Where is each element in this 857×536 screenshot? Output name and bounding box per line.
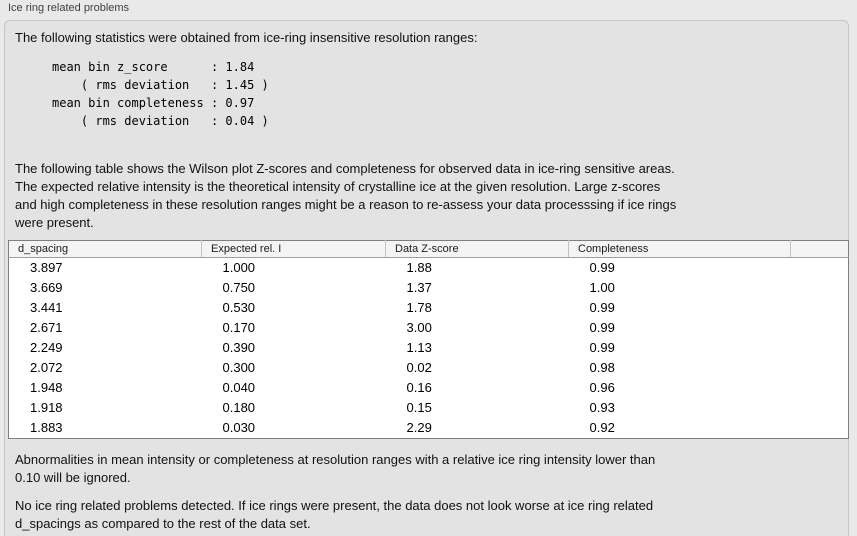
table-cell <box>791 358 849 378</box>
table-cell: 3.441 <box>30 300 63 315</box>
groupbox-title: Ice ring related problems <box>8 2 130 14</box>
table-cell: 0.16 <box>406 380 432 395</box>
conclusion-text: No ice ring related problems detected. I… <box>15 498 654 531</box>
table-cell <box>791 298 849 318</box>
table-cell <box>791 338 849 358</box>
ice-ring-table[interactable]: d_spacing Expected rel. I Data Z-score Comp… <box>8 240 849 439</box>
table-row[interactable]: 1.883 0.030 2.29 0.92 <box>9 418 849 439</box>
table-cell: 0.99 <box>589 300 615 315</box>
column-header[interactable]: Expected rel. I <box>201 240 386 258</box>
table-row[interactable]: 2.249 0.390 1.13 0.99 <box>9 338 849 358</box>
table-cell: 1.948 <box>30 380 63 395</box>
column-header[interactable]: Data Z-score <box>385 240 569 258</box>
table-cell: 3.669 <box>30 280 63 295</box>
table-cell: 1.78 <box>406 300 432 315</box>
table-row[interactable]: 2.072 0.300 0.02 0.98 <box>9 358 849 378</box>
table-row[interactable]: 3.441 0.530 1.78 0.99 <box>9 298 849 318</box>
table-cell: 1.918 <box>30 400 63 415</box>
table-cell: 1.883 <box>30 420 63 435</box>
column-header[interactable] <box>790 240 849 258</box>
column-header[interactable]: d_spacing <box>8 240 202 258</box>
table-row[interactable]: 1.918 0.180 0.15 0.93 <box>9 398 849 418</box>
table-cell: 2.072 <box>30 360 63 375</box>
table-cell: 3.897 <box>30 260 63 275</box>
table-row[interactable]: 1.948 0.040 0.16 0.96 <box>9 378 849 398</box>
table-cell <box>791 278 849 298</box>
stats-summary: mean bin z_score : 1.84 ( rms deviation … <box>52 60 269 128</box>
table-cell: 0.02 <box>406 360 432 375</box>
table-cell: 0.040 <box>222 380 256 395</box>
table-cell <box>791 318 849 338</box>
table-cell: 0.98 <box>589 360 615 375</box>
table-cell: 2.29 <box>406 420 432 435</box>
table-cell: 0.530 <box>222 300 256 315</box>
table-cell <box>791 378 849 398</box>
table-row[interactable]: 3.897 1.000 1.88 0.99 <box>9 258 849 279</box>
table-cell: 1.00 <box>589 280 615 295</box>
intro-text: The following statistics were obtained f… <box>15 30 478 45</box>
table-cell: 0.170 <box>222 320 256 335</box>
table-row[interactable]: 2.671 0.170 3.00 0.99 <box>9 318 849 338</box>
table-cell <box>791 398 849 418</box>
table-cell: 1.13 <box>406 340 432 355</box>
table-cell: 0.030 <box>222 420 256 435</box>
table-cell: 0.750 <box>222 280 256 295</box>
table-header: d_spacing Expected rel. I Data Z-score Comp… <box>8 240 849 258</box>
table-cell: 1.88 <box>406 260 432 275</box>
table-cell: 0.300 <box>222 360 256 375</box>
table-cell: 0.15 <box>406 400 432 415</box>
table-cell: 2.249 <box>30 340 63 355</box>
table-cell: 0.93 <box>589 400 615 415</box>
table-cell <box>791 258 849 279</box>
table-cell: 0.96 <box>589 380 615 395</box>
table-cell: 0.99 <box>589 260 615 275</box>
column-header[interactable]: Completeness <box>568 240 791 258</box>
table-cell: 0.99 <box>589 320 615 335</box>
table-cell: 0.99 <box>589 340 615 355</box>
ignore-note: Abnormalities in mean intensity or compl… <box>15 452 656 485</box>
table-cell: 2.671 <box>30 320 63 335</box>
table-cell: 0.92 <box>589 420 615 435</box>
table-cell <box>791 418 849 439</box>
ice-ring-groupbox: The following statistics were obtained f… <box>4 20 849 536</box>
ice-table-body: 3.897 1.000 1.88 0.99 3.669 0.750 1.37 1.00 3.44… <box>9 258 849 439</box>
table-cell: 1.37 <box>406 280 432 295</box>
table-cell: 0.390 <box>222 340 256 355</box>
table-cell: 1.000 <box>222 260 256 275</box>
table-description: The following table shows the Wilson plo… <box>15 161 677 230</box>
table-row[interactable]: 3.669 0.750 1.37 1.00 <box>9 278 849 298</box>
table-cell: 3.00 <box>406 320 432 335</box>
table-header-row: d_spacing Expected rel. I Data Z-score Comp… <box>8 240 849 258</box>
table-cell: 0.180 <box>222 400 256 415</box>
